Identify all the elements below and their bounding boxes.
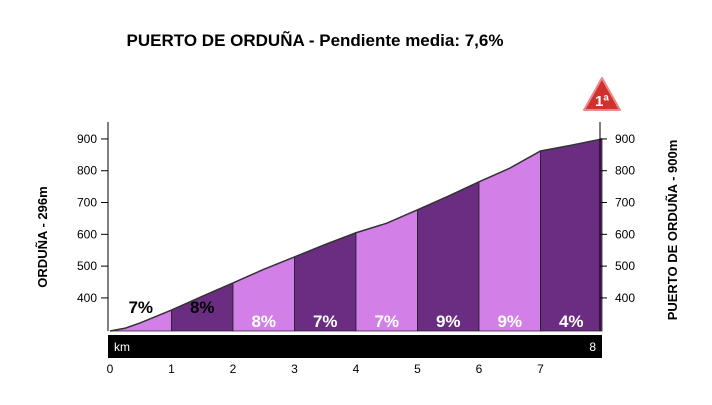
km-bar-label: km (114, 340, 130, 354)
gradient-label: 4% (559, 312, 584, 331)
y-tick-label-right: 600 (615, 227, 635, 241)
y-tick-label-left: 800 (77, 164, 97, 178)
gradient-label: 8% (190, 298, 215, 317)
km-bar-end-label: 8 (589, 340, 596, 354)
y-tick-label-right: 800 (615, 164, 635, 178)
category-badge: 1ª (583, 77, 621, 111)
gradient-label: 7% (374, 312, 399, 331)
profile-segment-5 (417, 181, 480, 332)
category-badge-text: 1ª (595, 93, 609, 110)
chart-title: PUERTO DE ORDUÑA - Pendiente media: 7,6% (127, 30, 504, 50)
gradient-label: 7% (313, 312, 338, 331)
y-tick-label-left: 400 (77, 291, 97, 305)
y-tick-label-right: 400 (615, 291, 635, 305)
y-tick-label-left: 500 (77, 259, 97, 273)
profile-line (109, 138, 603, 332)
y-tick-label-left: 700 (77, 196, 97, 210)
y-tick-label-left: 900 (77, 132, 97, 146)
y-tick-label-right: 900 (615, 132, 635, 146)
y-tick-label-left: 600 (77, 227, 97, 241)
gradient-label: 8% (251, 312, 276, 331)
x-tick-label: 1 (168, 362, 175, 376)
gradient-label: 9% (497, 312, 522, 331)
x-tick-label: 4 (353, 362, 360, 376)
x-tick-label: 5 (414, 362, 421, 376)
y-tick-label-right: 700 (615, 196, 635, 210)
gradient-label: 9% (436, 312, 461, 331)
mountain-category-icon (583, 77, 621, 111)
profile-segment-7 (540, 138, 603, 332)
gradient-label: 7% (128, 298, 153, 317)
x-tick-label: 2 (230, 362, 237, 376)
x-tick-label: 7 (537, 362, 544, 376)
km-bar (108, 335, 602, 358)
y-tick-label-right: 500 (615, 259, 635, 273)
left-axis-label: ORDUÑA - 296m (35, 186, 50, 287)
right-axis-label: PUERTO DE ORDUÑA - 900m (665, 140, 680, 321)
x-tick-label: 0 (107, 362, 114, 376)
x-tick-label: 6 (476, 362, 483, 376)
x-tick-label: 3 (291, 362, 298, 376)
